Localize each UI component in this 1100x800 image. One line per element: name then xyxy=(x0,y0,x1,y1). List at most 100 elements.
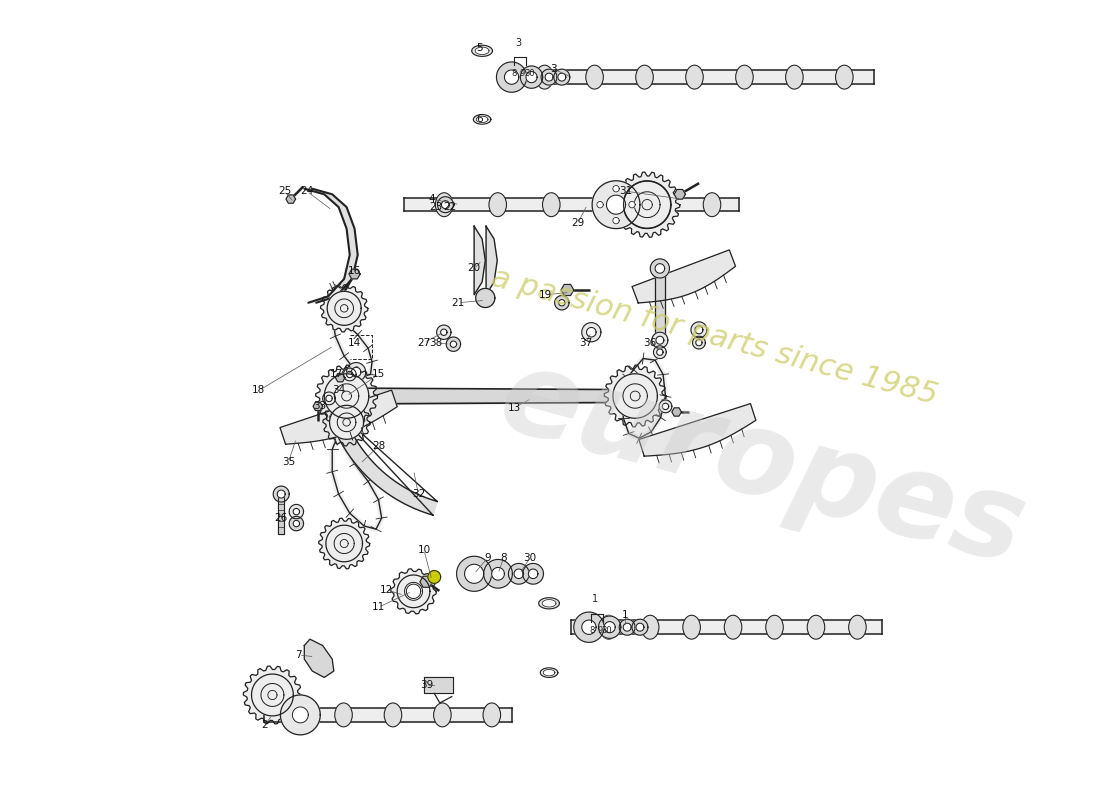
Polygon shape xyxy=(636,623,644,631)
Text: 2: 2 xyxy=(261,720,267,730)
Polygon shape xyxy=(505,70,519,84)
Ellipse shape xyxy=(542,193,560,217)
Polygon shape xyxy=(586,327,596,337)
Ellipse shape xyxy=(433,703,451,727)
Polygon shape xyxy=(696,339,702,346)
Polygon shape xyxy=(316,365,377,427)
Polygon shape xyxy=(406,584,420,598)
Text: 3: 3 xyxy=(515,38,521,48)
Ellipse shape xyxy=(436,193,453,217)
Text: 26: 26 xyxy=(274,513,287,523)
Polygon shape xyxy=(346,362,365,382)
Text: 6: 6 xyxy=(476,114,483,124)
Polygon shape xyxy=(650,259,670,278)
Polygon shape xyxy=(484,559,513,588)
Text: 22: 22 xyxy=(443,202,456,212)
Text: 8 9: 8 9 xyxy=(590,626,603,634)
Polygon shape xyxy=(520,66,542,88)
Ellipse shape xyxy=(536,65,553,89)
Polygon shape xyxy=(541,69,557,85)
Ellipse shape xyxy=(636,65,653,89)
Polygon shape xyxy=(322,392,335,405)
Polygon shape xyxy=(558,73,565,81)
Polygon shape xyxy=(289,505,304,518)
Polygon shape xyxy=(336,374,345,382)
Text: 10: 10 xyxy=(417,545,430,555)
Polygon shape xyxy=(486,226,497,294)
Polygon shape xyxy=(526,71,537,82)
Polygon shape xyxy=(508,563,529,584)
Polygon shape xyxy=(619,619,635,635)
Polygon shape xyxy=(514,569,524,578)
Polygon shape xyxy=(320,285,367,332)
Ellipse shape xyxy=(600,615,617,639)
Polygon shape xyxy=(672,408,681,416)
Polygon shape xyxy=(243,666,301,724)
Polygon shape xyxy=(343,368,356,381)
Polygon shape xyxy=(629,202,635,208)
Polygon shape xyxy=(613,218,619,224)
Polygon shape xyxy=(582,322,601,342)
Polygon shape xyxy=(277,490,285,498)
Polygon shape xyxy=(656,264,664,274)
Text: 38: 38 xyxy=(429,338,442,347)
Polygon shape xyxy=(592,181,640,229)
Ellipse shape xyxy=(483,703,500,727)
Text: 35: 35 xyxy=(282,457,295,467)
Polygon shape xyxy=(294,520,299,526)
Text: 14: 14 xyxy=(348,338,361,347)
Text: 34: 34 xyxy=(332,386,345,395)
Polygon shape xyxy=(437,325,451,339)
Polygon shape xyxy=(546,73,553,81)
Ellipse shape xyxy=(836,65,854,89)
Polygon shape xyxy=(632,250,736,303)
Text: 4: 4 xyxy=(429,194,436,204)
Text: 30: 30 xyxy=(524,553,537,563)
Text: 12: 12 xyxy=(379,585,393,594)
Text: 20: 20 xyxy=(468,263,481,274)
Polygon shape xyxy=(456,556,492,591)
Polygon shape xyxy=(390,569,437,614)
Polygon shape xyxy=(653,346,667,358)
Polygon shape xyxy=(540,668,558,678)
Polygon shape xyxy=(615,172,680,238)
Ellipse shape xyxy=(736,65,754,89)
Polygon shape xyxy=(326,395,332,402)
Ellipse shape xyxy=(650,193,668,217)
Text: 15: 15 xyxy=(372,370,385,379)
Text: 31: 31 xyxy=(619,186,632,196)
Polygon shape xyxy=(492,567,505,580)
Text: 37: 37 xyxy=(579,338,593,347)
Ellipse shape xyxy=(849,615,866,639)
Polygon shape xyxy=(473,114,491,124)
Polygon shape xyxy=(624,623,631,631)
Polygon shape xyxy=(543,670,554,676)
Polygon shape xyxy=(474,226,485,294)
Polygon shape xyxy=(695,326,703,334)
Text: a passion for parts since 1985: a passion for parts since 1985 xyxy=(488,262,942,410)
Polygon shape xyxy=(293,707,308,723)
Polygon shape xyxy=(323,398,371,446)
Text: 36: 36 xyxy=(642,338,656,347)
Polygon shape xyxy=(280,695,320,735)
Text: 17: 17 xyxy=(330,370,343,379)
Text: 13: 13 xyxy=(507,403,520,413)
Polygon shape xyxy=(351,367,361,377)
Polygon shape xyxy=(397,575,430,608)
Ellipse shape xyxy=(785,65,803,89)
Polygon shape xyxy=(574,612,604,642)
Polygon shape xyxy=(662,403,669,410)
Polygon shape xyxy=(613,186,619,192)
Polygon shape xyxy=(327,291,361,326)
Polygon shape xyxy=(528,569,538,578)
Ellipse shape xyxy=(766,615,783,639)
Polygon shape xyxy=(294,509,299,514)
Polygon shape xyxy=(561,285,574,295)
Polygon shape xyxy=(639,404,756,456)
Polygon shape xyxy=(330,406,364,439)
Polygon shape xyxy=(349,270,360,279)
Polygon shape xyxy=(464,564,484,583)
Polygon shape xyxy=(447,337,461,351)
Polygon shape xyxy=(659,400,672,413)
Polygon shape xyxy=(428,570,441,583)
